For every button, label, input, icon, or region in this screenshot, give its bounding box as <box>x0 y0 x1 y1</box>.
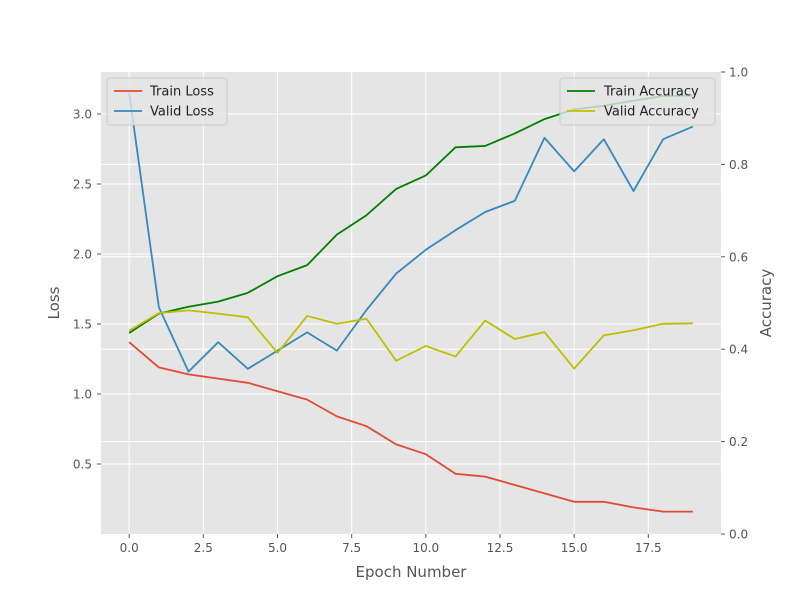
right-y-tick-label: 0.0 <box>729 528 748 542</box>
x-tick-label: 0.0 <box>120 541 139 555</box>
left-y-tick-label: 2.5 <box>73 178 92 192</box>
right-y-tick-label: 0.6 <box>729 250 748 264</box>
x-tick-label: 5.0 <box>268 541 287 555</box>
legend-label-valid-accuracy: Valid Accuracy <box>604 105 699 120</box>
right-y-tick-label: 0.8 <box>729 158 748 172</box>
plot-area-background <box>101 72 721 534</box>
left-y-axis-label: Loss <box>45 286 63 319</box>
axis-ticks: 0.0 2.5 5.0 7.5 10.0 12.5 15.0 17.5 0.5 1.0 1.5 2.0… <box>73 66 748 556</box>
left-y-tick-label: 1.5 <box>73 318 92 332</box>
x-tick-label: 12.5 <box>487 541 514 555</box>
x-tick-label: 7.5 <box>342 541 361 555</box>
series-lines <box>128 92 694 513</box>
accuracy-legend-box <box>559 77 716 126</box>
x-tick-label: 10.0 <box>412 541 439 555</box>
left-y-tick-label: 1.0 <box>73 388 92 402</box>
loss-legend: Train Loss Valid Loss <box>106 77 228 126</box>
legend-label-train-accuracy: Train Accuracy <box>603 85 699 100</box>
left-y-tick-label: 3.0 <box>73 108 92 122</box>
series-line-valid-accuracy <box>128 309 693 370</box>
x-tick-label: 17.5 <box>635 541 662 555</box>
x-axis-label: Epoch Number <box>356 563 468 581</box>
series-line-train-loss <box>128 341 693 513</box>
legend-label-train-loss: Train Loss <box>149 85 214 100</box>
legend-label-valid-loss: Valid Loss <box>150 105 214 120</box>
x-tick-label: 15.0 <box>561 541 588 555</box>
accuracy-legend: Train Accuracy Valid Accuracy <box>559 77 716 126</box>
loss-legend-box <box>106 77 228 126</box>
x-tick-label: 2.5 <box>194 541 213 555</box>
left-y-tick-label: 2.0 <box>73 248 92 262</box>
right-y-tick-label: 1.0 <box>729 66 748 80</box>
right-y-tick-label: 0.4 <box>729 343 748 357</box>
right-y-axis-label: Accuracy <box>757 269 775 338</box>
series-line-valid-loss <box>128 92 694 373</box>
right-y-tick-label: 0.2 <box>729 435 748 449</box>
left-y-tick-label: 0.5 <box>73 458 92 472</box>
